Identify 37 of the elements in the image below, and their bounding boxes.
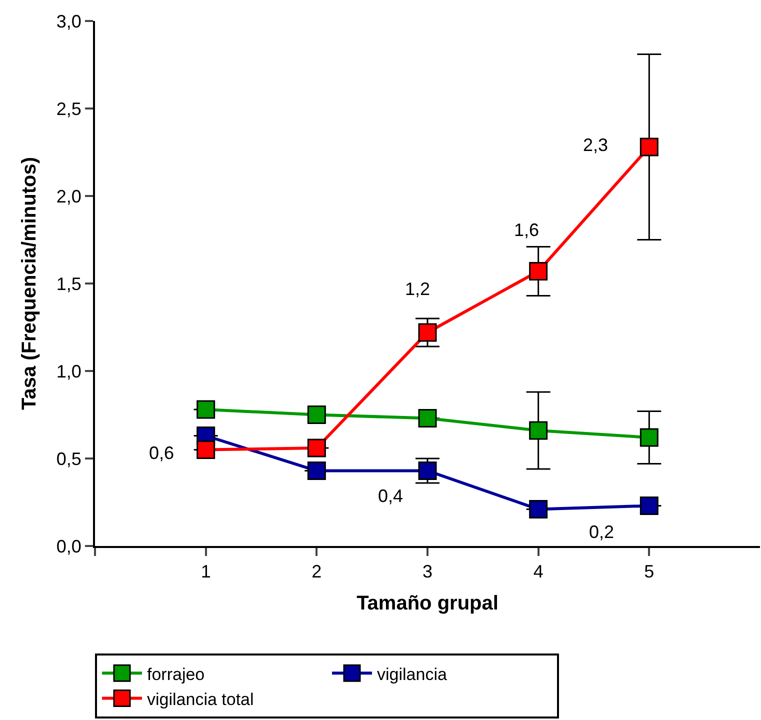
x-tick-label: 1 — [200, 562, 211, 582]
legend-label: vigilancia total — [147, 690, 254, 709]
y-tick-label: 3,0 — [56, 11, 82, 32]
y-axis-title: Tasa (Frequencia/minutos) — [18, 156, 40, 410]
point — [196, 440, 216, 459]
point — [640, 428, 658, 447]
annotation: 2,3 — [583, 135, 608, 155]
x-tick-label: 2 — [312, 562, 322, 582]
y-tick-label: 1,0 — [56, 361, 82, 382]
legend-label: forrajeo — [147, 664, 205, 684]
point — [418, 462, 437, 480]
point — [307, 406, 326, 424]
legend-label: vigilancia — [377, 664, 448, 684]
point — [529, 262, 548, 280]
y-tick-label: 2,5 — [56, 98, 82, 119]
annotation: 0,2 — [589, 522, 614, 542]
annotation: 1,6 — [514, 220, 540, 240]
point — [307, 438, 326, 458]
x-tick-label: 5 — [644, 562, 654, 582]
point — [307, 462, 326, 480]
point — [640, 496, 658, 515]
x-tick-label: 3 — [422, 562, 433, 582]
point — [418, 323, 437, 342]
y-tick-label: 0,5 — [56, 448, 82, 469]
point — [418, 409, 437, 428]
point — [196, 400, 216, 419]
x-tick-label: 4 — [533, 562, 544, 582]
y-tick-label: 0,0 — [56, 536, 82, 556]
annotation: 0,4 — [378, 486, 404, 506]
point — [529, 421, 548, 440]
point — [529, 500, 548, 518]
x-axis-title: Tamaño grupal — [356, 592, 498, 615]
y-tick-label: 2,0 — [56, 186, 82, 206]
annotation: 0,6 — [149, 443, 174, 463]
point — [640, 138, 658, 156]
annotation: 1,2 — [405, 279, 430, 299]
y-tick-label: 1,5 — [56, 274, 82, 294]
